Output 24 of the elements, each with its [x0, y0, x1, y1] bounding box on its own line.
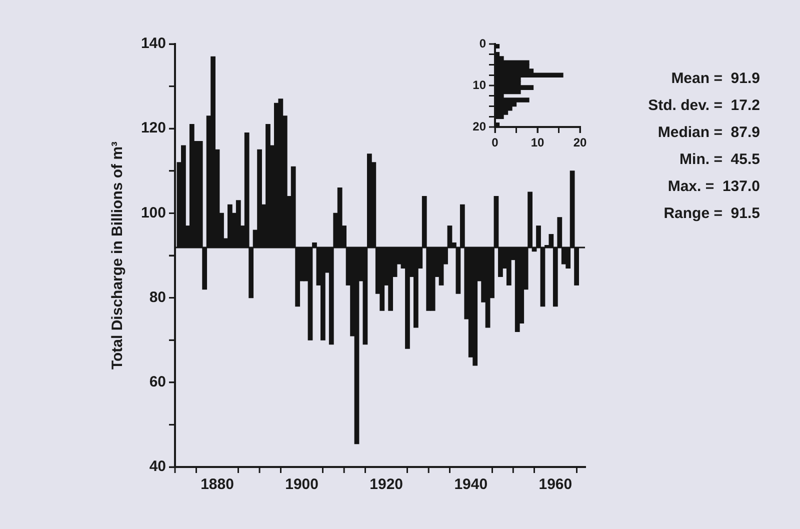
text: Max. = 137.0 [668, 178, 760, 195]
x-tick-label: 1900 [285, 476, 318, 494]
x-tick-label: 0 [492, 136, 499, 150]
y-tick-label: 10 [472, 78, 486, 92]
y-tick-label: 100 [140, 204, 166, 222]
y-tick-label: 40 [149, 458, 166, 476]
x-tick-label: 1880 [200, 476, 234, 494]
text: Mean = 91.9 [671, 70, 760, 87]
x-tick-label: 20 [573, 136, 587, 150]
text: Std. dev. = 17.2 [648, 97, 760, 114]
x-tick-label: 1920 [370, 476, 404, 494]
x-tick-label: 1940 [454, 476, 488, 494]
y-tick-label: 120 [140, 120, 166, 137]
x-tick-label: 10 [530, 136, 544, 150]
y-tick-label: 140 [140, 35, 166, 52]
text: Median = 87.9 [658, 124, 760, 141]
x-tick-label: 1960 [538, 476, 572, 494]
y-axis-title: Total Discharge in Billions of m³ [109, 141, 126, 370]
y-tick-label: 60 [149, 374, 166, 391]
y-tick-label: 80 [149, 288, 166, 306]
y-tick-label: 20 [472, 119, 486, 134]
text: Min. = 45.5 [680, 151, 760, 168]
y-tick-label: 0 [479, 36, 486, 50]
text: Range = 91.5 [664, 205, 760, 222]
